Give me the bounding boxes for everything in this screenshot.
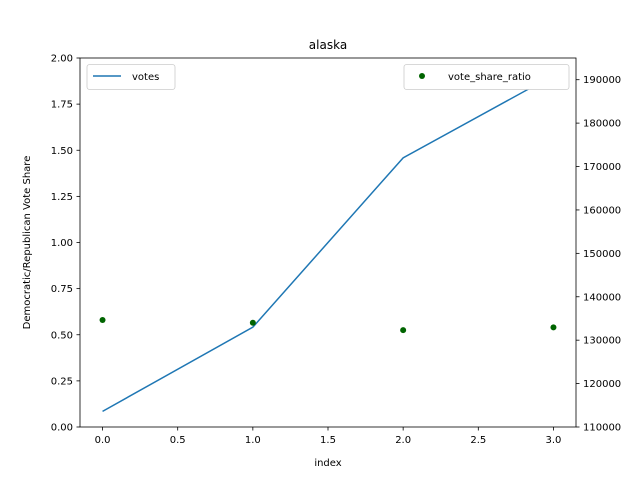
y-right-tick-label: 170000 bbox=[583, 162, 621, 173]
y-left-tick-label: 1.50 bbox=[51, 146, 73, 157]
y-right-tick-label: 120000 bbox=[583, 379, 621, 390]
y-axis-label-left: Democratic/Republican Vote Share bbox=[22, 156, 33, 330]
x-tick-label: 3.0 bbox=[546, 435, 562, 446]
y-axis-left: 0.00 0.25 0.50 0.75 1.00 1.25 1.50 1.75 2.00 bbox=[51, 54, 80, 434]
scatter-point bbox=[249, 319, 256, 326]
y-left-tick-label: 0.50 bbox=[51, 330, 73, 341]
x-tick-label: 1.5 bbox=[320, 435, 336, 446]
y-right-tick-label: 140000 bbox=[583, 292, 621, 303]
x-tick-label: 2.0 bbox=[395, 435, 411, 446]
x-tick-label: 0.5 bbox=[170, 435, 186, 446]
legend-marker-swatch bbox=[419, 73, 425, 79]
legend-box bbox=[86, 64, 176, 90]
legend-label: votes bbox=[132, 72, 159, 83]
chart-marks bbox=[99, 74, 557, 413]
scatter-point bbox=[550, 324, 557, 331]
y-left-tick-label: 0.25 bbox=[51, 376, 73, 387]
x-tick-label: 1.0 bbox=[245, 435, 261, 446]
y-axis-right: 110000 120000 130000 140000 150000 160000 1700… bbox=[576, 75, 621, 434]
series-line-votes bbox=[102, 74, 554, 413]
legend-vote-share-ratio: vote_share_ratio bbox=[403, 64, 570, 90]
y-left-tick-label: 1.75 bbox=[51, 100, 73, 111]
x-axis: 0.0 0.5 1.0 1.5 2.0 2.5 3.0 bbox=[95, 427, 562, 446]
scatter-point bbox=[99, 316, 106, 323]
x-axis-label: index bbox=[314, 458, 341, 469]
legend-votes: votes bbox=[86, 64, 176, 90]
scatter-point bbox=[400, 327, 407, 334]
y-left-tick-label: 0.75 bbox=[51, 284, 73, 295]
y-left-tick-label: 1.00 bbox=[51, 238, 73, 249]
y-left-tick-label: 2.00 bbox=[51, 54, 73, 65]
chart-title: alaska bbox=[309, 38, 347, 52]
y-right-tick-label: 150000 bbox=[583, 249, 621, 260]
y-right-tick-label: 110000 bbox=[583, 423, 621, 434]
y-left-tick-label: 1.25 bbox=[51, 192, 73, 203]
x-tick-label: 0.0 bbox=[95, 435, 111, 446]
y-left-tick-label: 0.00 bbox=[51, 423, 73, 434]
y-right-tick-label: 180000 bbox=[583, 119, 621, 130]
legend-label: vote_share_ratio bbox=[448, 72, 531, 83]
y-right-tick-label: 130000 bbox=[583, 336, 621, 347]
x-tick-label: 2.5 bbox=[470, 435, 486, 446]
legend-box bbox=[403, 64, 570, 90]
y-right-tick-label: 160000 bbox=[583, 205, 621, 216]
y-right-tick-label: 190000 bbox=[583, 75, 621, 86]
